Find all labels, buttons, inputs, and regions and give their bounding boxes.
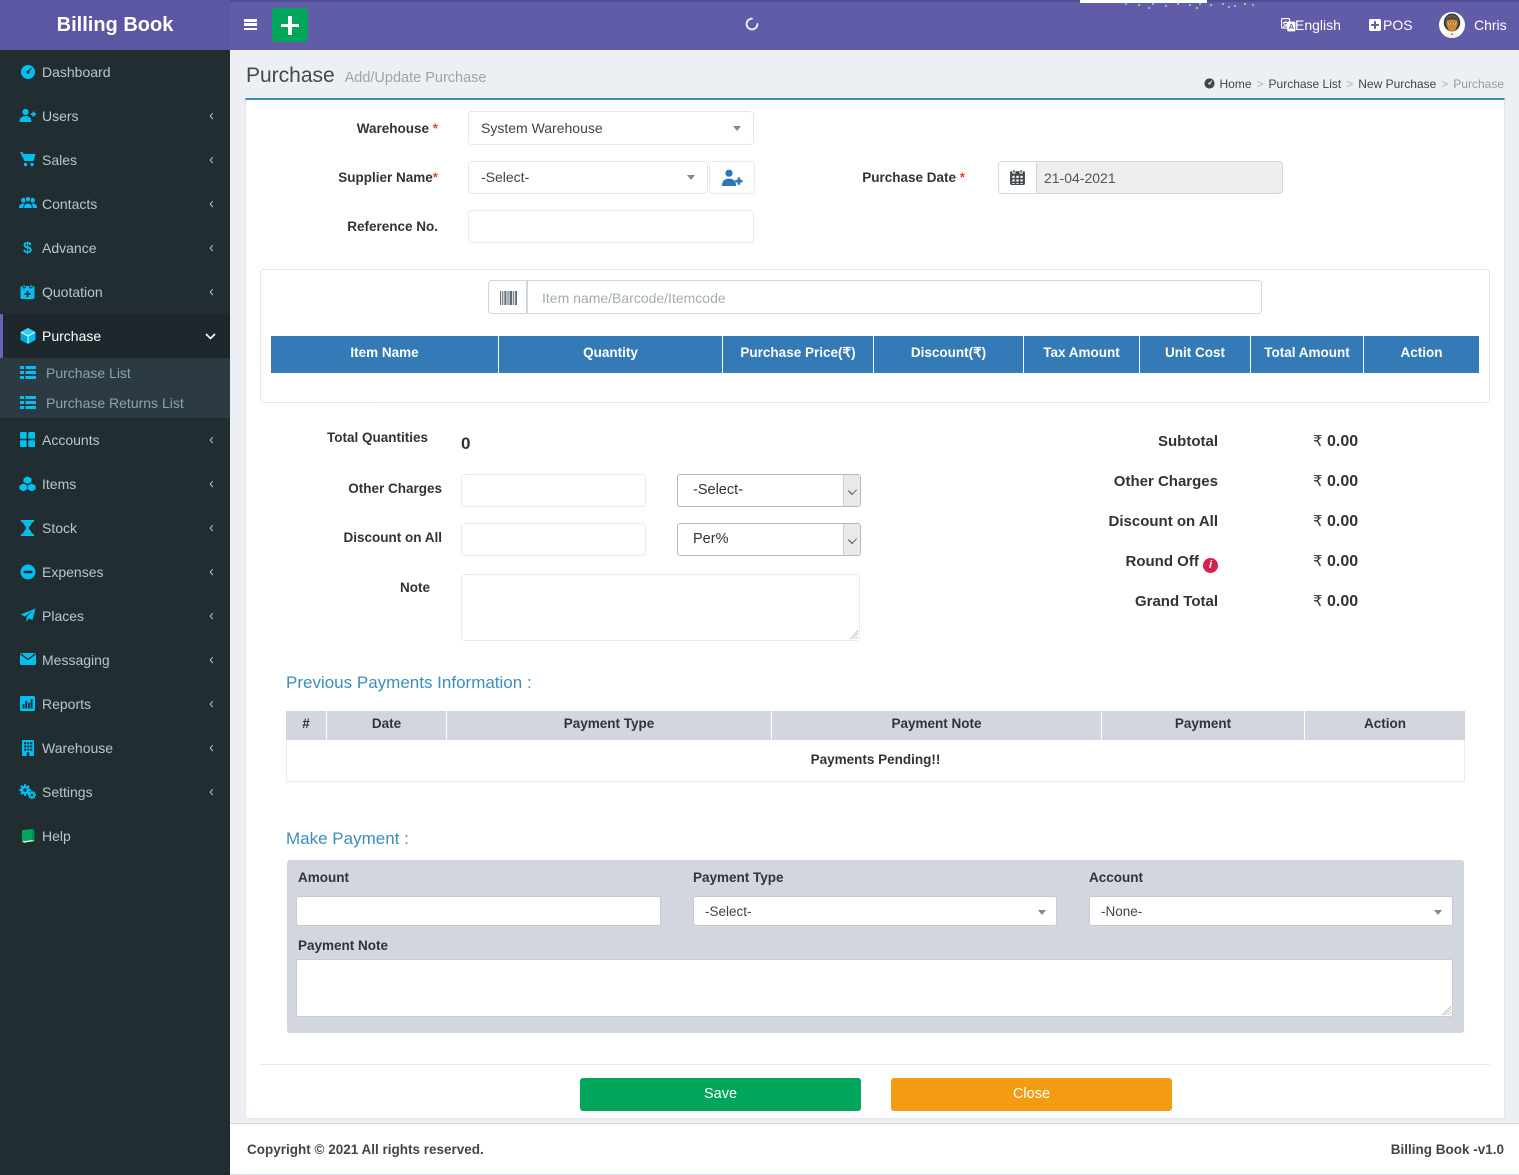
svg-text:A: A: [1289, 22, 1295, 31]
